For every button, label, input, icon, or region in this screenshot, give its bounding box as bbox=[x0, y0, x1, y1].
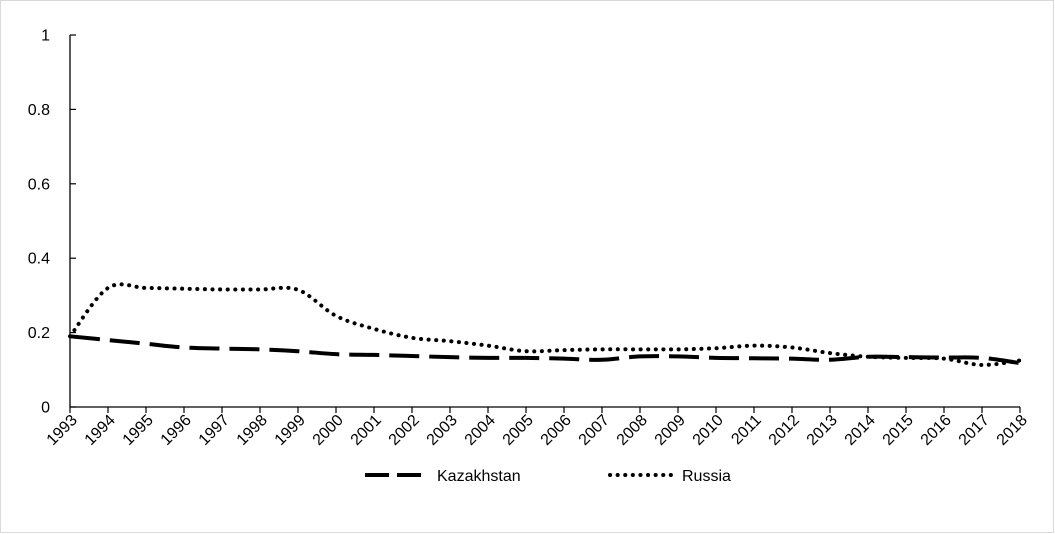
series-line-kazakhstan bbox=[69, 334, 1021, 366]
x-tick-label: 1994 bbox=[82, 412, 119, 449]
y-tick-label: 0.4 bbox=[28, 251, 50, 268]
series-line-russia bbox=[68, 282, 1022, 367]
data-point-kazakhstan bbox=[144, 342, 148, 346]
x-tick-label: 2001 bbox=[348, 412, 385, 449]
x-tick-label: 2017 bbox=[956, 412, 993, 449]
x-tick-label: 1997 bbox=[196, 412, 233, 449]
x-tick-label: 2012 bbox=[766, 412, 803, 449]
x-tick-label: 2016 bbox=[918, 412, 955, 449]
chart-axes: 0 0.2 0.4 0.6 0.8 1 1993 1994 1995 1996 1997 1998 19… bbox=[28, 28, 1031, 449]
data-point-kazakhstan bbox=[220, 347, 224, 351]
x-tick-label: 1993 bbox=[44, 412, 81, 449]
y-tick-label: 0 bbox=[41, 400, 50, 417]
x-tick-label: 2010 bbox=[690, 412, 727, 449]
data-point-kazakhstan bbox=[106, 338, 110, 342]
x-tick-label: 2013 bbox=[804, 412, 841, 449]
y-tick-label: 0.2 bbox=[28, 325, 50, 342]
series-layer bbox=[68, 282, 1022, 367]
y-tick-label: 1 bbox=[41, 28, 50, 45]
x-tick-label: 2018 bbox=[994, 412, 1031, 449]
y-tick-label: 0.8 bbox=[28, 102, 50, 119]
x-tick-label: 1998 bbox=[234, 412, 271, 449]
legend-label-kazakhstan: Kazakhstan bbox=[437, 468, 521, 485]
y-tick-label: 0.6 bbox=[28, 176, 50, 193]
x-tick-label: 2005 bbox=[500, 412, 537, 449]
x-tick-label: 2008 bbox=[614, 412, 651, 449]
x-tick-label: 2007 bbox=[576, 412, 613, 449]
legend: Kazakhstan Russia bbox=[365, 468, 731, 485]
x-tick-label: 2002 bbox=[386, 412, 423, 449]
x-tick-label: 2011 bbox=[728, 412, 764, 448]
x-tick-label: 2015 bbox=[880, 412, 917, 449]
x-tick-label: 2014 bbox=[842, 412, 879, 449]
x-tick-label: 2009 bbox=[652, 412, 689, 449]
x-tick-label: 1995 bbox=[120, 412, 157, 449]
x-tick-label: 1996 bbox=[158, 412, 195, 449]
x-tick-label: 2004 bbox=[462, 412, 499, 449]
x-tick-label: 2003 bbox=[424, 412, 461, 449]
data-point-kazakhstan bbox=[980, 356, 984, 360]
legend-label-russia: Russia bbox=[682, 468, 731, 485]
x-tick-label: 1999 bbox=[272, 412, 309, 449]
data-point-kazakhstan bbox=[182, 345, 186, 349]
x-tick-label: 2000 bbox=[310, 412, 347, 449]
x-tick-label: 2006 bbox=[538, 412, 575, 449]
